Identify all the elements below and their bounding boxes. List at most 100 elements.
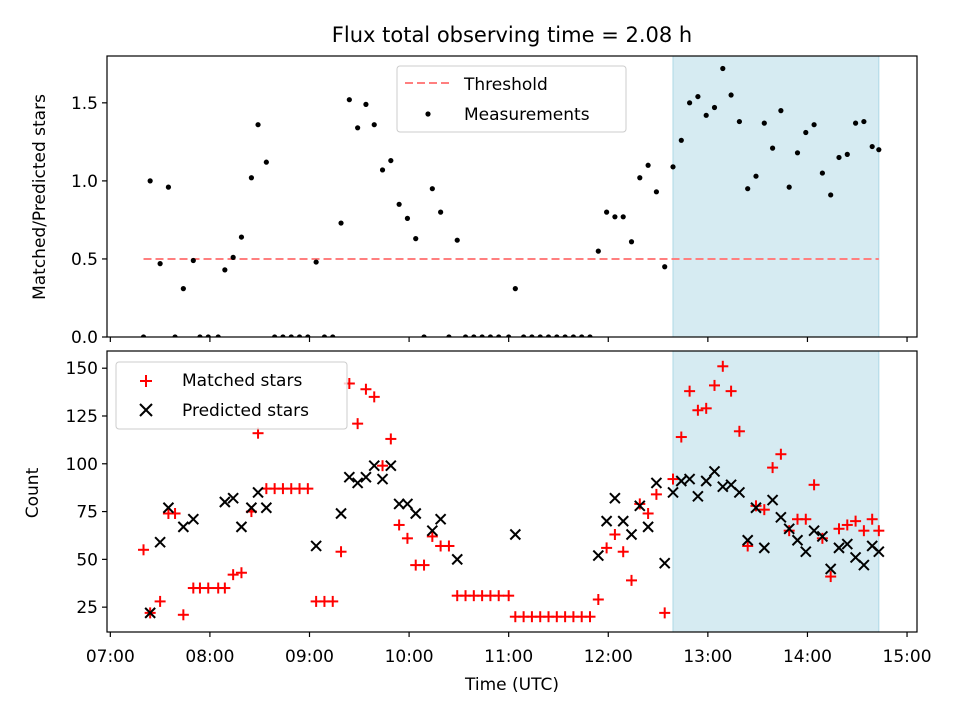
predicted-star-point xyxy=(733,486,746,499)
matched-star-point xyxy=(177,609,189,621)
bottom-plot-area xyxy=(138,351,885,632)
measurement-point xyxy=(687,100,693,106)
matched-star-point xyxy=(800,513,812,525)
predicted-star-point xyxy=(873,546,885,558)
x-axis-label: Time (UTC) xyxy=(464,675,559,695)
predicted-star-point xyxy=(509,528,522,541)
matched-star-point xyxy=(717,360,729,372)
bottom-y-tick-label: 125 xyxy=(66,407,98,427)
predicted-star-point xyxy=(260,502,273,514)
bottom-y-axis-label: Count xyxy=(23,467,43,518)
measurement-point xyxy=(861,118,867,125)
matched-star-point xyxy=(841,519,853,531)
measurement-point xyxy=(140,334,147,337)
predicted-star-point xyxy=(335,507,347,520)
predicted-star-point xyxy=(434,513,447,525)
matched-star-point xyxy=(169,507,181,519)
measurements-legend-label: Measurements xyxy=(464,105,590,125)
matched-star-point xyxy=(659,607,671,619)
measurement-point xyxy=(479,334,485,337)
measurement-point xyxy=(215,334,221,337)
measurement-point xyxy=(811,122,817,128)
top-y-tick-label: 0.0 xyxy=(71,328,98,348)
predicted-star-point xyxy=(658,557,671,569)
bottom-y-tick-label: 150 xyxy=(66,359,98,379)
matched-star-point xyxy=(626,574,638,586)
predicted-star-point xyxy=(667,486,679,499)
x-tick-label: 13:00 xyxy=(683,647,732,667)
top-axes: 0.0 0.5 1.0 1.5 xyxy=(71,55,918,348)
matched-star-point xyxy=(154,595,166,607)
predicted-stars-legend-swatch xyxy=(139,403,153,417)
matched-star-point xyxy=(700,402,712,414)
measurement-point xyxy=(521,334,527,337)
predicted-star-point xyxy=(741,534,754,546)
matched-star-point xyxy=(667,473,679,485)
measurement-point xyxy=(165,184,172,190)
x-tick-label: 14:00 xyxy=(783,647,832,667)
matched-star-point xyxy=(816,532,828,544)
predicted-stars-legend-label: Predicted stars xyxy=(182,401,309,421)
threshold-legend-label: Threshold xyxy=(463,75,548,95)
matched-star-point xyxy=(219,582,231,594)
predicted-star-point xyxy=(245,502,258,514)
measurement-point xyxy=(645,162,651,168)
measurement-point xyxy=(446,334,452,337)
matched-star-point xyxy=(368,391,380,403)
matched-star-point xyxy=(675,431,687,443)
matched-star-point xyxy=(302,483,314,495)
measurement-point xyxy=(537,334,543,337)
measurement-point xyxy=(157,261,163,267)
matched-star-point xyxy=(503,590,515,602)
bottom-axes-frame xyxy=(106,350,918,633)
top-legend: Threshold Measurements xyxy=(396,65,627,133)
predicted-star-point xyxy=(650,477,663,489)
measurement-point xyxy=(579,334,585,337)
measurement-point xyxy=(662,264,668,270)
predicted-star-point xyxy=(426,524,439,537)
measurement-point xyxy=(248,175,255,181)
measurement-point xyxy=(421,334,427,337)
measurement-point xyxy=(272,334,278,337)
x-tick-label: 12:00 xyxy=(584,647,633,667)
predicted-star-point xyxy=(750,502,762,514)
measurement-point xyxy=(844,151,850,157)
predicted-star-point xyxy=(376,473,389,485)
measurement-point xyxy=(496,334,502,337)
measurement-point xyxy=(836,154,842,161)
predicted-star-point xyxy=(385,459,397,472)
measurement-point xyxy=(604,209,610,215)
x-tick-label: 15:00 xyxy=(883,647,932,667)
matched-star-point xyxy=(385,433,397,445)
predicted-star-point xyxy=(351,477,364,489)
measurement-point xyxy=(637,175,643,181)
measurement-point xyxy=(711,104,718,111)
matched-star-point xyxy=(742,540,754,552)
measurement-point xyxy=(413,236,419,242)
matched-star-point xyxy=(601,542,613,554)
measurement-point xyxy=(819,170,825,176)
predicted-star-point xyxy=(708,465,721,478)
bottom-y-tick-label: 50 xyxy=(76,550,98,570)
matched-star-point xyxy=(825,571,837,583)
measurement-point xyxy=(794,150,801,156)
measurement-point xyxy=(363,101,369,107)
measurement-point xyxy=(529,334,535,337)
measurement-point xyxy=(462,334,469,337)
measurement-point xyxy=(828,192,834,198)
x-tick-label: 09:00 xyxy=(285,647,334,667)
matched-star-point xyxy=(138,544,150,556)
predicted-star-point xyxy=(700,475,712,487)
predicted-star-point xyxy=(154,536,166,548)
measurement-point xyxy=(487,334,494,337)
predicted-star-point xyxy=(758,542,771,554)
matched-star-point xyxy=(709,379,720,391)
predicted-star-point xyxy=(368,459,380,472)
predicted-star-point xyxy=(634,500,646,512)
measurement-point xyxy=(280,334,286,337)
measurement-point xyxy=(371,122,377,128)
matched-star-point xyxy=(401,532,413,544)
bottom-y-tick-label: 25 xyxy=(76,598,98,618)
predicted-star-point xyxy=(833,542,845,554)
matched-star-point xyxy=(725,385,737,397)
